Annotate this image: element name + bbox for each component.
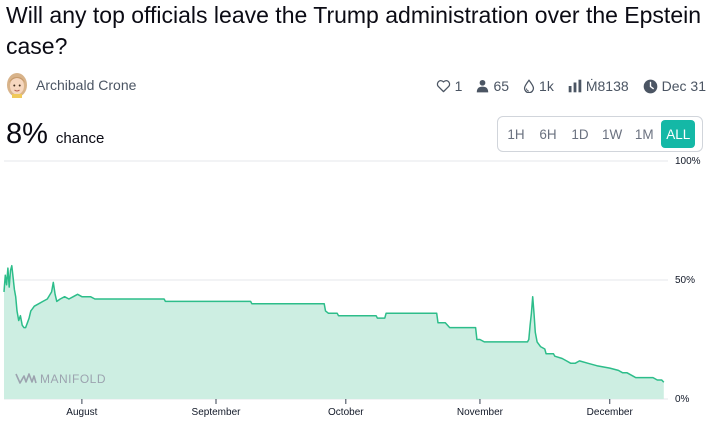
traders-stat[interactable]: 65 (476, 78, 509, 94)
y-tick-label: 0% (675, 394, 690, 405)
range-all-button[interactable]: ALL (661, 120, 696, 148)
probability-line (3, 264, 665, 383)
x-tick-label: December (587, 407, 634, 418)
time-range-selector: 1H 6H 1D 1W 1M ALL (497, 116, 703, 152)
likes-stat[interactable]: 1 (436, 78, 463, 94)
traders-count: 65 (493, 78, 510, 94)
range-6h-button[interactable]: 6H (539, 126, 557, 142)
probability-label: chance (55, 130, 105, 147)
x-tick-label: August (66, 407, 97, 418)
manifold-logo-icon (15, 373, 37, 384)
likes-count: 1 (454, 78, 463, 94)
range-1d-button[interactable]: 1D (571, 126, 589, 142)
close-date: Dec 31 (661, 78, 706, 94)
x-tick-label: September (192, 407, 242, 418)
x-tick-label: October (328, 407, 364, 418)
avatar[interactable] (6, 72, 28, 98)
market-stats: 1 65 1k Ṁ8138 (436, 78, 706, 94)
probability-area (4, 265, 664, 399)
manifold-watermark: MANIFOLD (15, 372, 106, 386)
probability-value: 8% (6, 118, 48, 150)
y-axis: 100% 50% 0% (675, 156, 701, 405)
user-icon (477, 79, 489, 93)
liquidity-amount: 1k (539, 78, 554, 94)
x-tick-label: November (457, 407, 504, 418)
range-1m-button[interactable]: 1M (634, 126, 654, 142)
author-name[interactable]: Archibald Crone (36, 77, 137, 93)
close-date-stat[interactable]: Dec 31 (643, 78, 706, 94)
x-axis: August September October November December (66, 399, 633, 418)
range-1h-button[interactable]: 1H (507, 126, 525, 142)
author-link[interactable]: Archibald Crone (6, 72, 136, 98)
volume-stat[interactable]: Ṁ8138 (568, 78, 629, 94)
range-1w-button[interactable]: 1W (602, 126, 623, 142)
volume-amount: Ṁ8138 (585, 78, 629, 94)
clock-icon (643, 79, 657, 93)
probability-chart[interactable]: MANIFOLD 100% 50% 0% August September Octobe… (0, 152, 714, 423)
probability-display: 8% chance (6, 118, 104, 151)
heart-icon[interactable] (436, 79, 451, 93)
y-tick-label: 50% (675, 275, 695, 286)
meta-row: Archibald Crone 1 65 1k (0, 72, 714, 102)
droplet-icon (523, 79, 535, 93)
liquidity-stat[interactable]: 1k (523, 78, 554, 94)
y-tick-label: 100% (675, 156, 701, 167)
manifold-watermark-text: MANIFOLD (40, 372, 106, 386)
bar-chart-icon (568, 79, 582, 93)
question-title: Will any top officials leave the Trump a… (6, 2, 702, 59)
